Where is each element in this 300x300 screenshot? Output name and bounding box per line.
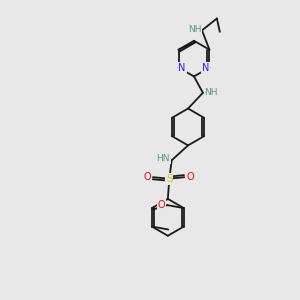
Text: NH: NH xyxy=(188,25,201,34)
Text: N: N xyxy=(178,62,186,73)
Text: O: O xyxy=(186,172,194,182)
Text: O: O xyxy=(143,172,151,182)
Text: O: O xyxy=(158,200,165,209)
Text: N: N xyxy=(202,62,210,73)
Text: S: S xyxy=(166,174,172,184)
Text: NH: NH xyxy=(205,88,218,97)
Text: HN: HN xyxy=(157,154,170,163)
